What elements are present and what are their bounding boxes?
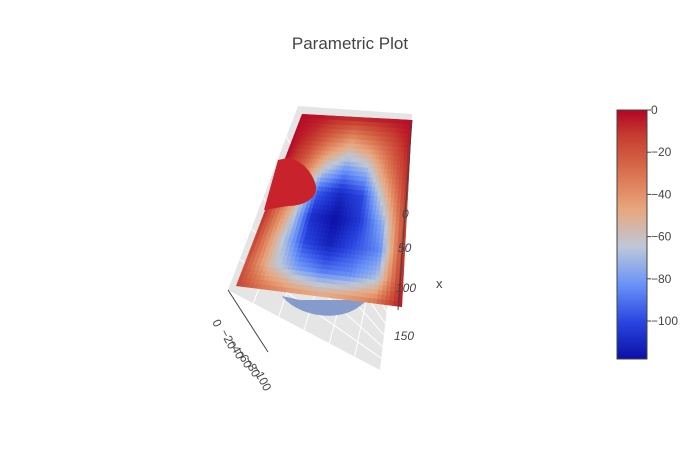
surface-cell xyxy=(386,286,392,292)
chart-title: Parametric Plot xyxy=(291,34,409,53)
surface-cell xyxy=(389,291,395,297)
x-axis-title: x xyxy=(436,276,443,291)
surface-cell xyxy=(398,226,404,233)
surface-cell xyxy=(391,267,397,274)
surface-cell xyxy=(398,221,404,228)
colorbar xyxy=(616,109,648,360)
surface-cell xyxy=(394,226,400,232)
surface-cap xyxy=(264,158,317,210)
surface-cell xyxy=(390,281,396,288)
surface-cell xyxy=(376,298,383,305)
surface-cell xyxy=(395,263,401,270)
surface-cell xyxy=(395,212,401,218)
colorbar-tick-label: −40 xyxy=(651,187,672,201)
surface-cell xyxy=(383,267,389,273)
surface-cell xyxy=(384,262,390,269)
surface-cell xyxy=(385,253,391,259)
surface-cell xyxy=(391,272,397,279)
surface-cell xyxy=(380,299,387,306)
colorbar-tick-label: −100 xyxy=(651,314,678,328)
surface-cell xyxy=(377,289,383,296)
x-tick-label: 0 xyxy=(402,207,409,221)
surface-cell xyxy=(377,294,383,301)
surface-cell xyxy=(390,239,395,246)
surface-cell xyxy=(388,253,394,260)
surface-cell xyxy=(390,286,396,293)
surface-cell xyxy=(393,249,398,256)
surface-cell xyxy=(392,263,397,270)
scene-back-wall xyxy=(298,106,412,120)
surface-cell xyxy=(394,230,400,237)
surface-cell xyxy=(385,290,391,297)
surface-cell xyxy=(381,290,387,296)
y-axis-line xyxy=(227,289,269,353)
surface-cell xyxy=(389,244,395,250)
colorbar-tick-label: 0 xyxy=(651,103,658,117)
surface-cell xyxy=(386,281,392,288)
surface-cell xyxy=(382,280,388,287)
surface-cell xyxy=(396,259,402,265)
surface-cell xyxy=(392,253,398,260)
surface-cell xyxy=(387,276,393,283)
surface-cell xyxy=(378,280,384,287)
surface-cell xyxy=(393,300,399,307)
surface-cell xyxy=(389,295,395,302)
surface-cell xyxy=(379,275,385,282)
surface-cell xyxy=(389,300,395,307)
surface-cell xyxy=(383,276,389,283)
y-tick-labels: 0−20−40−60−80−100 xyxy=(209,317,274,394)
surface-cell xyxy=(378,285,384,291)
colorbar-tick-label: −80 xyxy=(651,272,672,286)
surface-cell xyxy=(395,221,400,228)
surface-cell xyxy=(395,268,401,275)
surface-cell xyxy=(391,277,396,284)
surface-cell xyxy=(400,193,406,200)
surface-cell xyxy=(373,293,379,300)
x-axis-line xyxy=(397,119,413,311)
surface-cell xyxy=(390,235,396,241)
colorbar-ticks: 0 −20 −40 −60 −80 −100 xyxy=(647,103,678,328)
x-tick-label: 50 xyxy=(398,241,412,255)
surface-cell xyxy=(393,296,399,303)
surface-cell xyxy=(394,235,399,242)
surface-cell xyxy=(388,258,394,264)
y-tick-label: 0 xyxy=(209,317,225,330)
surface-cell xyxy=(392,258,398,265)
surface-cell xyxy=(387,272,393,278)
surface-cell xyxy=(381,294,387,301)
colorbar-tick-label: −60 xyxy=(651,230,672,244)
surface-mesh xyxy=(236,114,412,307)
surface-cell xyxy=(385,295,391,302)
surface-cell xyxy=(388,262,394,269)
x-tick-label: 150 xyxy=(394,329,414,343)
surface-cell xyxy=(372,298,378,305)
surface-cell xyxy=(382,285,388,292)
surface-cell xyxy=(389,248,395,255)
surface-cell xyxy=(396,254,402,261)
colorbar-tick-label: −20 xyxy=(651,145,672,159)
surface-cell xyxy=(398,231,403,237)
surface-cell xyxy=(384,257,390,264)
surface-cell xyxy=(395,273,401,279)
surface-cell xyxy=(387,267,393,274)
surface-cell xyxy=(385,299,391,306)
surface-cell xyxy=(395,216,401,223)
surface-cell xyxy=(400,198,405,205)
x-tick-label: 100 xyxy=(396,281,416,295)
x-tick-labels: 0 50 100 150 xyxy=(394,207,416,343)
surface-cell xyxy=(383,271,389,278)
